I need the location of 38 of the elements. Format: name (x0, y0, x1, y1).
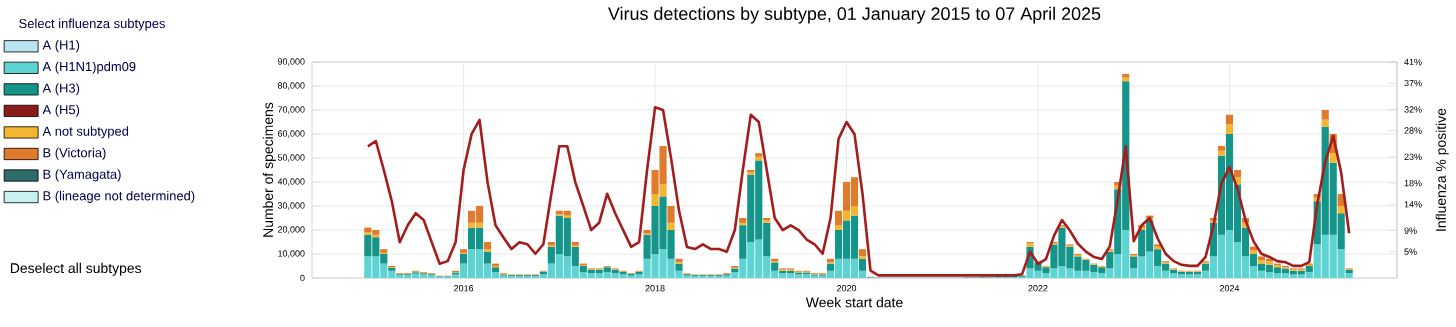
x-tick-label: 2024 (1219, 285, 1240, 292)
y-tick-label: 30,000 (277, 202, 305, 210)
text: Deselect all subtypes (10, 262, 142, 276)
legend-title: Select influenza subtypes (19, 18, 165, 31)
x-tick-label: 2022 (1028, 285, 1048, 292)
chart-title: Virus detections by subtype, 01 January 2015 to 07 April 2025 (608, 6, 1101, 24)
y-tick-label: 80,000 (277, 82, 305, 90)
y-tick-label: 20,000 (277, 226, 305, 234)
y-tick-label: 10,000 (278, 250, 305, 258)
y2-tick-label: 28% (1404, 127, 1422, 134)
y2-tick-label: 5% (1404, 248, 1417, 255)
y2-tick-label: 14% (1404, 201, 1422, 208)
y-tick-label: 0 (300, 274, 305, 282)
y2-axis-title: Influenza % positive (1435, 108, 1449, 231)
legend-label: A (H1N1)pdm09 (42, 61, 136, 74)
x-tick-label: 2020 (836, 285, 857, 292)
y2-tick-label: 41% (1404, 58, 1422, 66)
y-axis-title: Number of specimens (262, 102, 276, 237)
y-tick-label: 70,000 (278, 106, 305, 114)
legend-label: B (Victoria) (43, 147, 106, 160)
legend-label: B (Yamagata) (43, 169, 121, 182)
y2-tick-label: 18% (1404, 180, 1422, 187)
legend-label: B (lineage not determined) (43, 190, 195, 203)
x-axis-title: Week start date (805, 297, 903, 308)
y2-tick-label: 32% (1404, 106, 1422, 113)
y-tick-label: 60,000 (278, 130, 305, 138)
y2-tick-label: 9% (1404, 227, 1417, 234)
y-tick-label: 50,000 (277, 154, 305, 162)
legend-label: A (H1) (42, 40, 80, 53)
y-tick-label: 90,000 (277, 58, 305, 66)
legend-label: A not subtyped (42, 126, 129, 139)
x-tick-label: 2016 (454, 285, 474, 292)
legend-label: A (H3) (42, 83, 80, 96)
y2-tick-label: 23% (1404, 153, 1422, 161)
y-tick-label: 40,000 (277, 178, 305, 186)
y2-tick-label: 37% (1404, 79, 1422, 87)
x-tick-label: 2018 (645, 285, 665, 292)
legend-label: A (H5) (42, 104, 80, 117)
